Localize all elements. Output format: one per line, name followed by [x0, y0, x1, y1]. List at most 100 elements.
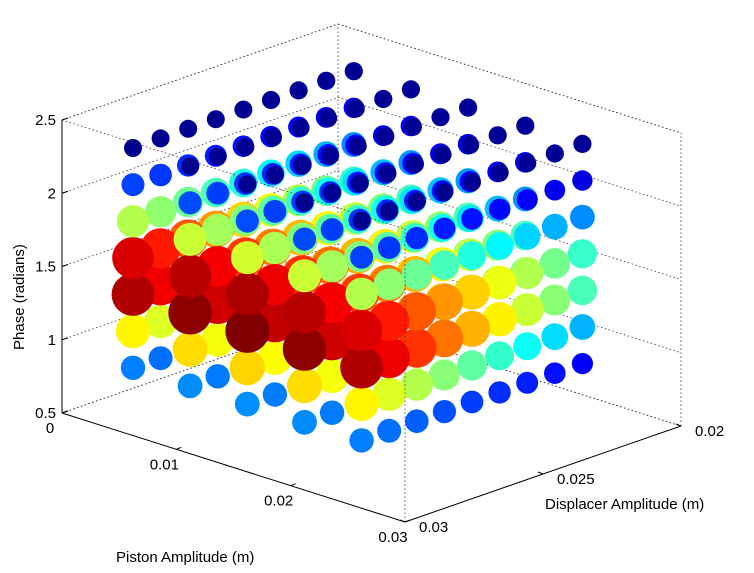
scatter-point	[516, 189, 538, 211]
scatter-point	[177, 373, 203, 399]
scatter-point	[571, 353, 594, 375]
scatter-point	[120, 355, 146, 380]
scatter-point	[205, 364, 230, 389]
scatter-point	[567, 275, 598, 306]
scatter-point	[377, 236, 401, 259]
scatter-point	[148, 346, 173, 371]
scatter-point	[405, 409, 429, 434]
scatter-point	[265, 165, 284, 184]
scatter-point	[112, 237, 154, 279]
scatter-point	[567, 239, 598, 269]
scatter-point	[121, 173, 145, 197]
x-tick-label: 0.02	[264, 493, 293, 510]
scatter-point	[225, 272, 269, 316]
scatter-point	[569, 314, 596, 340]
scatter-point	[236, 137, 255, 157]
scatter-point	[345, 277, 378, 311]
scatter-point	[151, 129, 170, 148]
scatter-point	[201, 213, 234, 246]
scatter-point	[178, 191, 202, 215]
scatter-point	[482, 301, 517, 337]
scatter-point	[490, 163, 509, 182]
y-tick-label: 0.025	[557, 471, 595, 488]
scatter-point	[488, 381, 511, 404]
scatter-point	[320, 218, 344, 241]
scatter-point	[208, 147, 227, 166]
scatter-point	[340, 345, 383, 389]
scatter-point	[225, 308, 270, 353]
scatter-point	[516, 371, 539, 394]
scatter-point	[344, 386, 379, 421]
scatter-point	[456, 350, 488, 381]
scatter-point	[544, 362, 566, 385]
scatter-point	[541, 213, 568, 240]
scatter-point	[400, 368, 433, 401]
scatter-point	[319, 109, 338, 128]
scatter-points	[111, 62, 598, 453]
scatter-point	[263, 199, 287, 223]
scatter-point	[168, 254, 212, 298]
scatter-point	[544, 179, 566, 201]
scatter-point	[539, 284, 571, 316]
scatter-point	[482, 265, 517, 300]
scatter-point	[407, 192, 426, 211]
scatter-point	[545, 144, 564, 163]
scatter-point	[431, 108, 450, 127]
scatter-point	[373, 268, 405, 300]
scatter-point	[433, 217, 456, 240]
x-tick-label: 0.03	[378, 529, 407, 546]
scatter-point	[485, 341, 515, 371]
scatter-point	[485, 232, 514, 260]
scatter-point	[288, 259, 321, 293]
scatter-point	[283, 291, 326, 334]
scatter-point	[316, 250, 349, 283]
scatter-point	[488, 126, 507, 145]
scatter-point	[181, 157, 200, 176]
scatter-point	[428, 359, 460, 391]
scatter-point	[234, 391, 260, 417]
scatter-point	[293, 156, 312, 175]
scatter-point	[460, 390, 484, 414]
y-tick-label: 0.03	[419, 519, 448, 536]
scatter-point	[405, 226, 428, 250]
scatter-point	[235, 209, 259, 233]
scatter-point	[377, 418, 402, 443]
scatter-point	[405, 155, 424, 174]
y-axis-label: Displacer Amplitude (m)	[545, 496, 704, 513]
scatter-point	[144, 196, 177, 228]
scatter-point	[124, 139, 142, 157]
scatter-point	[350, 245, 374, 269]
scatter-point	[349, 428, 374, 453]
scatter-point	[539, 248, 571, 279]
tick-labels: 0.5 1 1.5 2 2.5 0 0.01 0.02 0.03 0.02 0.025 0.03	[35, 112, 724, 546]
scatter-point	[321, 146, 340, 165]
scatter-point	[230, 241, 264, 275]
scatter-point	[262, 382, 288, 407]
scatter-point	[401, 80, 420, 99]
scatter-point	[435, 182, 454, 201]
scatter-point	[289, 81, 308, 100]
scatter-point	[292, 409, 317, 435]
scatter-point	[115, 313, 151, 349]
z-tick-label: 2.5	[35, 112, 56, 129]
scatter-point	[286, 368, 323, 404]
z-tick-label: 0.5	[35, 405, 56, 422]
scatter-point	[323, 183, 342, 202]
scatter-point	[348, 136, 367, 156]
scatter-point	[173, 222, 207, 256]
scatter-point	[372, 377, 406, 411]
scatter-point	[295, 193, 314, 212]
z-tick-label: 1.5	[35, 259, 56, 276]
scatter-point	[380, 202, 399, 221]
scatter-point	[454, 274, 490, 310]
scatter-point	[116, 205, 150, 238]
scatter-point	[429, 250, 460, 280]
x-axis-label: Piston Amplitude (m)	[116, 549, 254, 566]
scatter-point	[344, 62, 363, 81]
scatter-point	[206, 110, 225, 129]
z-tick-label: 1	[48, 332, 56, 349]
x-tick-label: 0	[46, 420, 54, 437]
scatter-point	[238, 175, 257, 194]
scatter-point	[234, 100, 253, 119]
